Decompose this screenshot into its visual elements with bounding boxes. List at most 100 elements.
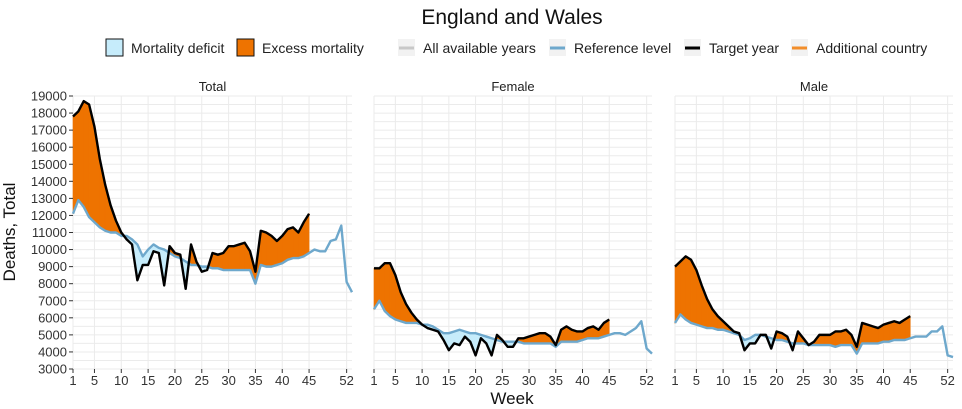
excess-segment — [680, 255, 686, 321]
excess-segment — [861, 322, 868, 344]
panel-male: Male 1 5 10 15 20 25 30 35 40 45 52 — [671, 79, 955, 388]
y-tick-label: 11000 — [32, 225, 67, 240]
target-year-line — [374, 262, 610, 357]
excess-segment — [287, 226, 294, 261]
x-tick-label: 1 — [370, 373, 377, 388]
legend-item-target-year: Target year — [684, 39, 779, 56]
panel-total: Total 1 5 10 15 20 25 30 35 40 45 52 3000 4000 5000 600… — [31, 79, 354, 388]
x-tick-label: 40 — [876, 373, 890, 388]
legend-label: Excess mortality — [262, 40, 364, 56]
x-tick-label: 35 — [850, 373, 864, 388]
x-tick-label: 10 — [716, 373, 730, 388]
panel-female: Female 1 5 10 15 20 25 30 35 40 45 52 — [370, 79, 654, 388]
excess-segment — [893, 320, 900, 341]
y-tick-label: 15000 — [31, 157, 67, 172]
legend-item-mortality-deficit: Mortality deficit — [105, 38, 224, 57]
x-tick-label: 5 — [91, 373, 98, 388]
target-year-line — [72, 99, 311, 291]
y-tick-label: 12000 — [31, 208, 67, 223]
x-tick-label: 52 — [940, 373, 954, 388]
legend-label: Additional country — [816, 40, 927, 56]
gridlines — [72, 95, 352, 370]
legend-label: All available years — [423, 40, 536, 56]
legend-item-excess-mortality: Excess mortality — [236, 38, 364, 57]
y-tick-label: 7000 — [38, 293, 67, 308]
excess-segment — [384, 262, 391, 317]
x-tick-label: 20 — [168, 373, 182, 388]
x-axis-title: Week — [490, 389, 534, 408]
excess-segment — [539, 332, 546, 344]
x-tick-label: 52 — [639, 373, 653, 388]
excess-segment — [819, 334, 825, 346]
excess-segment — [72, 110, 79, 214]
x-axis: 1 5 10 15 20 25 30 35 40 45 52 — [671, 369, 955, 388]
excess-segment — [233, 244, 240, 271]
y-tick-label: 16000 — [31, 140, 67, 155]
x-tick-label: 20 — [468, 373, 482, 388]
y-tick-label: 3000 — [38, 362, 67, 377]
x-axis: 1 5 10 15 20 25 30 35 40 45 52 — [370, 369, 654, 388]
x-tick-label: 5 — [693, 373, 700, 388]
excess-segment — [260, 230, 267, 268]
legend: Mortality deficit Excess mortality All ava… — [105, 38, 927, 57]
x-tick-label: 10 — [415, 373, 429, 388]
y-tick-label: 19000 — [31, 89, 67, 104]
x-tick-label: 40 — [275, 373, 289, 388]
x-tick-label: 45 — [302, 373, 316, 388]
excess-segment — [239, 242, 245, 271]
excess-segment — [78, 100, 85, 208]
legend-item-all-available-years: All available years — [398, 39, 536, 56]
legend-item-reference-level: Reference level — [549, 39, 671, 56]
y-tick-label: 17000 — [31, 123, 67, 138]
y-tick-label: 6000 — [38, 310, 67, 325]
y-tick-label: 14000 — [31, 174, 67, 189]
excess-segment — [685, 255, 692, 324]
legend-key-mortality-deficit — [105, 38, 124, 57]
y-axis: 3000 4000 5000 6000 7000 8000 9000 10000 11000 12… — [31, 89, 73, 377]
y-tick-label: 9000 — [38, 259, 67, 274]
x-tick-label: 5 — [392, 373, 399, 388]
x-tick-label: 20 — [769, 373, 783, 388]
x-tick-label: 25 — [495, 373, 509, 388]
reference-level-line — [673, 313, 954, 359]
x-tick-label: 10 — [114, 373, 128, 388]
x-tick-label: 30 — [823, 373, 837, 388]
excess-segment — [867, 324, 874, 344]
y-tick-label: 8000 — [38, 276, 67, 291]
x-axis: 1 5 10 15 20 25 30 35 40 45 52 — [69, 369, 354, 388]
gridlines — [373, 95, 652, 370]
y-tick-label: 10000 — [31, 242, 67, 257]
x-tick-label: 35 — [549, 373, 563, 388]
legend-key-excess-mortality — [236, 38, 255, 57]
excess-segment — [824, 334, 831, 346]
x-tick-label: 30 — [522, 373, 536, 388]
excess-segment — [83, 100, 90, 218]
legend-item-additional-country: Additional country — [791, 39, 927, 56]
excess-segment — [228, 245, 235, 271]
x-tick-label: 25 — [195, 373, 209, 388]
panel-title: Male — [800, 79, 828, 94]
y-axis-title: Deaths, Total — [0, 183, 19, 282]
y-tick-label: 4000 — [38, 344, 67, 359]
gridlines — [674, 95, 953, 370]
chart-title: England and Wales — [421, 6, 602, 29]
x-tick-label: 35 — [248, 373, 262, 388]
excess-segment — [265, 231, 272, 267]
x-tick-label: 1 — [69, 373, 76, 388]
y-tick-label: 18000 — [31, 106, 67, 121]
excess-segment — [883, 322, 890, 343]
x-tick-label: 1 — [671, 373, 678, 388]
panel-title: Total — [199, 79, 227, 94]
x-tick-label: 52 — [339, 373, 353, 388]
legend-label: Target year — [709, 40, 779, 56]
target-year-line — [674, 255, 911, 352]
x-tick-label: 45 — [903, 373, 917, 388]
x-tick-label: 15 — [442, 373, 456, 388]
x-tick-label: 30 — [221, 373, 235, 388]
legend-label: Mortality deficit — [131, 40, 224, 56]
y-tick-label: 13000 — [31, 191, 67, 206]
x-tick-label: 40 — [575, 373, 589, 388]
x-tick-label: 25 — [796, 373, 810, 388]
x-tick-label: 45 — [602, 373, 616, 388]
